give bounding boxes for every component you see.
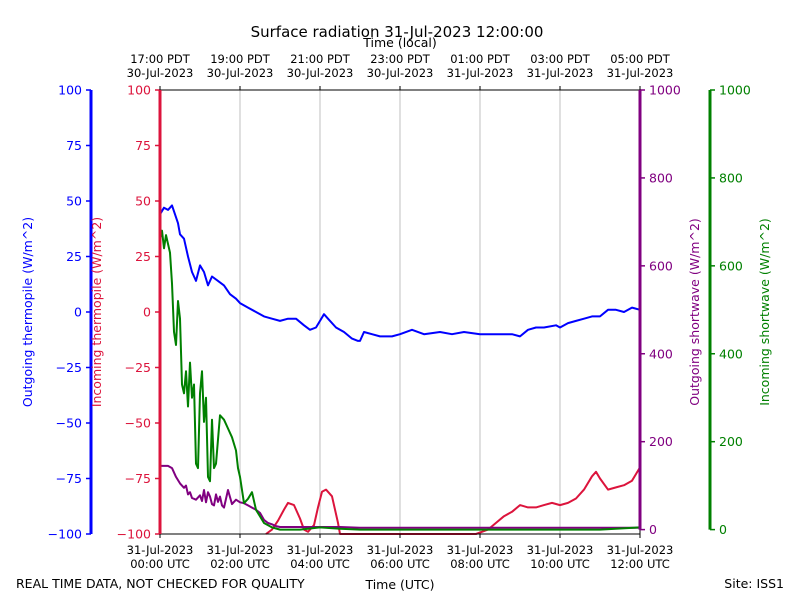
top-axis-label: Time (local) <box>362 35 436 50</box>
x-tick-label-local-date-0: 30-Jul-2023 <box>127 66 194 80</box>
x-tick-label-utc-time-0: 00:00 UTC <box>130 557 190 571</box>
x-tick-label-utc-date-6: 31-Jul-2023 <box>607 543 674 557</box>
x-tick-label-utc-time-3: 06:00 UTC <box>370 557 430 571</box>
tick-label-outgoing_thermopile-3: −25 <box>56 360 82 375</box>
tick-label-incoming_thermopile-3: −25 <box>125 360 151 375</box>
x-tick-label-local-time-5: 03:00 PDT <box>530 52 591 66</box>
tick-label-outgoing_thermopile-4: 0 <box>74 305 82 320</box>
x-tick-label-utc-time-2: 04:00 UTC <box>290 557 350 571</box>
site-label: Site: ISS1 <box>724 576 784 591</box>
tick-label-outgoing_thermopile-8: 100 <box>58 83 82 98</box>
tick-label-outgoing_shortwave-4: 800 <box>649 170 673 185</box>
tick-label-outgoing_shortwave-1: 200 <box>649 434 673 449</box>
x-tick-label-local-date-2: 30-Jul-2023 <box>287 66 354 80</box>
tick-label-outgoing_thermopile-6: 50 <box>66 194 82 209</box>
x-tick-label-utc-time-1: 02:00 UTC <box>210 557 270 571</box>
tick-label-incoming_thermopile-6: 50 <box>135 194 151 209</box>
x-tick-label-utc-time-5: 10:00 UTC <box>530 557 590 571</box>
tick-label-incoming_thermopile-5: 25 <box>135 249 151 264</box>
tick-label-outgoing_thermopile-7: 75 <box>66 138 82 153</box>
x-tick-label-utc-date-1: 31-Jul-2023 <box>207 543 274 557</box>
x-tick-label-utc-time-6: 12:00 UTC <box>610 557 670 571</box>
x-tick-label-local-time-6: 05:00 PDT <box>610 52 671 66</box>
x-tick-label-utc-date-2: 31-Jul-2023 <box>287 543 354 557</box>
tick-label-incoming_shortwave-4: 800 <box>719 170 743 185</box>
gridlines <box>239 90 561 534</box>
axis-label-incoming_thermopile: Incoming thermopile (W/m^2) <box>89 217 104 407</box>
axis-outgoing_shortwave: 0 200 400 600 800 1000 Outgoing shortwave (W/m… <box>638 83 702 537</box>
tick-label-outgoing_shortwave-0: 0 <box>649 522 657 537</box>
axis-label-incoming_shortwave: Incoming shortwave (W/m^2) <box>757 218 772 406</box>
x-tick-label-local-date-5: 31-Jul-2023 <box>527 66 594 80</box>
axis-outgoing_thermopile: −100 −75 −50 −25 0 25 50 75 100 Outgoing thermopi… <box>20 83 93 542</box>
tick-label-incoming_thermopile-8: 100 <box>127 83 151 98</box>
tick-label-outgoing_shortwave-2: 400 <box>649 346 673 361</box>
tick-label-incoming_thermopile-1: −75 <box>125 471 151 486</box>
tick-label-incoming_thermopile-0: −100 <box>117 527 151 542</box>
x-tick-label-local-time-2: 21:00 PDT <box>290 52 351 66</box>
axis-incoming_thermopile: −100 −75 −50 −25 0 25 50 75 100 Incoming thermopi… <box>89 83 162 542</box>
x-tick-label-utc-date-3: 31-Jul-2023 <box>367 543 434 557</box>
tick-label-outgoing_thermopile-5: 25 <box>66 249 82 264</box>
x-tick-label-utc-date-5: 31-Jul-2023 <box>527 543 594 557</box>
chart-title: Surface radiation 31-Jul-2023 12:00:00 <box>251 23 544 41</box>
x-tick-label-local-date-6: 31-Jul-2023 <box>607 66 674 80</box>
x-tick-label-local-time-0: 17:00 PDT <box>130 52 191 66</box>
y-axes: −100 −75 −50 −25 0 25 50 75 100 Outgoing thermopi… <box>20 83 772 542</box>
tick-label-incoming_thermopile-7: 75 <box>135 138 151 153</box>
series-line-incoming_thermopile <box>265 466 641 535</box>
x-axis-label: Time (UTC) <box>364 577 434 592</box>
x-tick-label-local-date-4: 31-Jul-2023 <box>447 66 514 80</box>
series-line-incoming_shortwave <box>159 229 641 531</box>
tick-label-outgoing_shortwave-3: 600 <box>649 258 673 273</box>
tick-label-incoming_shortwave-1: 200 <box>719 434 743 449</box>
series-line-outgoing_shortwave <box>160 464 640 529</box>
tick-label-incoming_thermopile-4: 0 <box>143 305 151 320</box>
tick-label-incoming_shortwave-3: 600 <box>719 258 743 273</box>
axis-label-outgoing_thermopile: Outgoing thermopile (W/m^2) <box>20 217 35 407</box>
x-tick-label-utc-date-4: 31-Jul-2023 <box>447 543 514 557</box>
quality-disclaimer: REAL TIME DATA, NOT CHECKED FOR QUALITY <box>16 576 305 591</box>
tick-label-incoming_shortwave-5: 1000 <box>719 83 751 98</box>
tick-label-incoming_shortwave-0: 0 <box>719 522 727 537</box>
tick-label-outgoing_thermopile-2: −50 <box>56 416 82 431</box>
x-tick-label-local-date-1: 30-Jul-2023 <box>207 66 274 80</box>
tick-label-outgoing_thermopile-1: −75 <box>56 471 82 486</box>
tick-label-incoming_thermopile-2: −50 <box>125 416 151 431</box>
x-tick-label-local-time-4: 01:00 PDT <box>450 52 511 66</box>
tick-label-outgoing_thermopile-0: −100 <box>48 527 82 542</box>
x-tick-label-utc-date-0: 31-Jul-2023 <box>127 543 194 557</box>
x-tick-label-local-date-3: 30-Jul-2023 <box>367 66 434 80</box>
x-tick-label-utc-time-4: 08:00 UTC <box>450 557 510 571</box>
tick-label-outgoing_shortwave-5: 1000 <box>649 83 681 98</box>
axis-label-outgoing_shortwave: Outgoing shortwave (W/m^2) <box>687 218 702 406</box>
tick-label-incoming_shortwave-2: 400 <box>719 346 743 361</box>
axis-incoming_shortwave: 0 200 400 600 800 1000 Incoming shortwave (W/m… <box>708 83 772 537</box>
series-lines <box>159 204 641 535</box>
series-line-outgoing_thermopile <box>159 204 641 342</box>
x-tick-label-local-time-3: 23:00 PDT <box>370 52 431 66</box>
x-tick-label-local-time-1: 19:00 PDT <box>210 52 271 66</box>
